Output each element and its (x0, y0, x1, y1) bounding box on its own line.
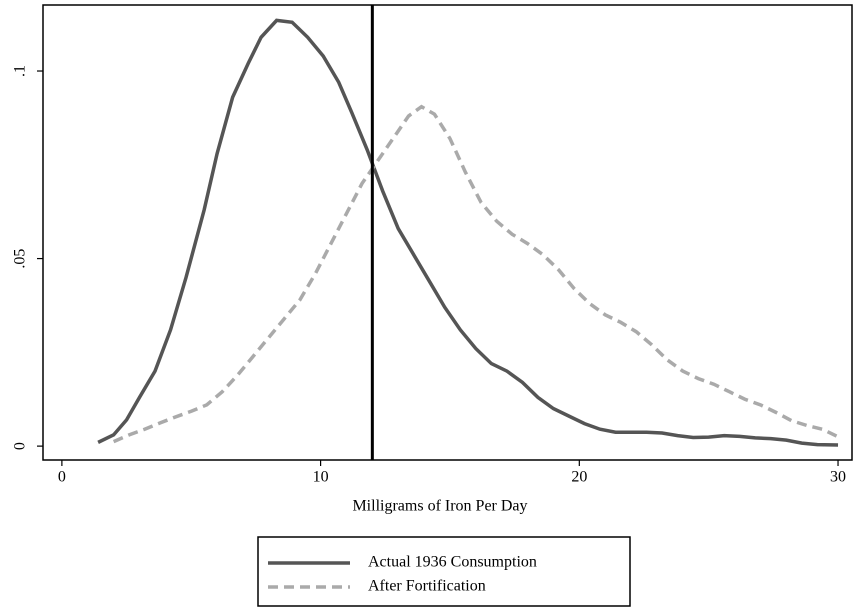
legend-label: Actual 1936 Consumption (368, 554, 537, 571)
plot-frame (42, 4, 853, 461)
y-tick-label: .05 (12, 249, 29, 269)
series-line (112, 104, 839, 444)
series-line (97, 18, 839, 447)
legend-box (257, 536, 631, 607)
x-tick-label: 30 (830, 469, 846, 486)
x-tick-label: 10 (313, 469, 329, 486)
y-tick-label: .1 (12, 65, 29, 77)
x-tick-label: 20 (571, 469, 587, 486)
x-axis-label: Milligrams of Iron Per Day (352, 498, 527, 515)
legend-label: After Fortification (368, 578, 486, 595)
x-tick-label: 0 (58, 469, 66, 486)
y-tick-label: 0 (12, 442, 29, 450)
